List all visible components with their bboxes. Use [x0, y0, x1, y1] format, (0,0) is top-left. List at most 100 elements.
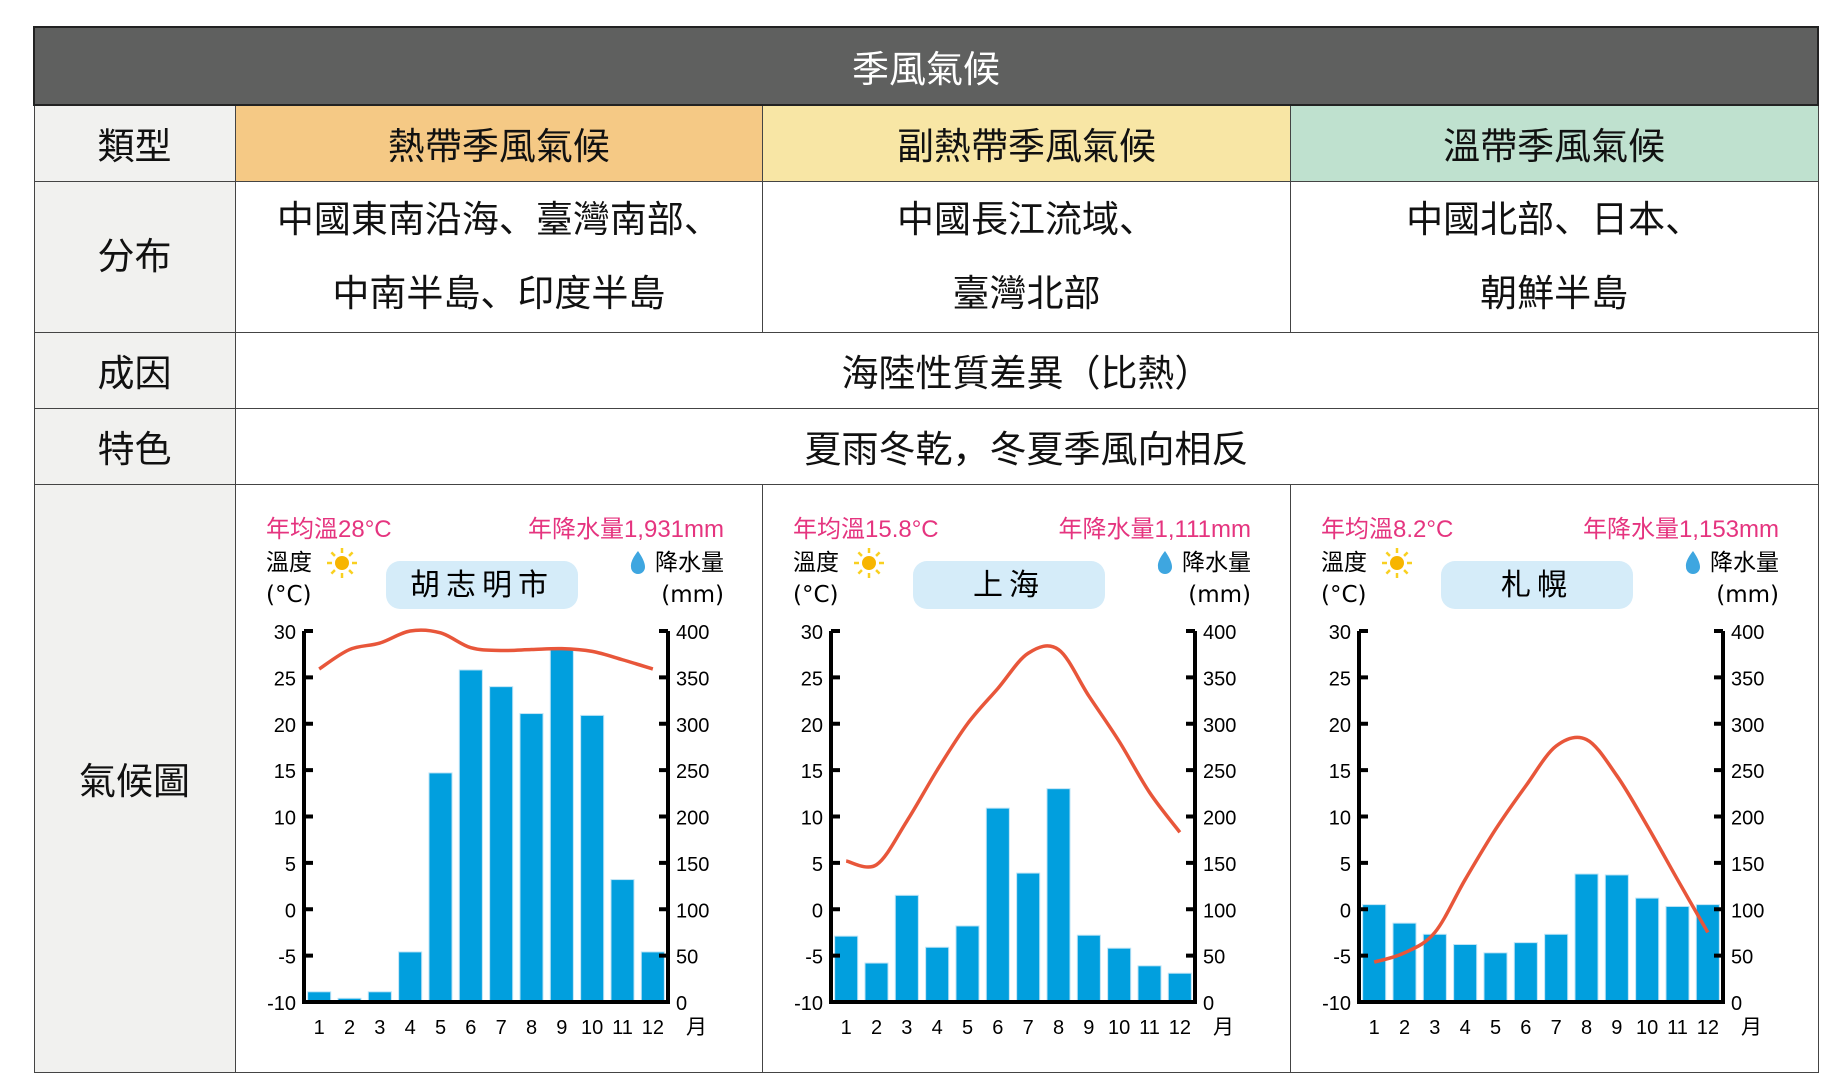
sun-ray [1402, 551, 1409, 557]
month-label: 5 [434, 1017, 445, 1039]
type-temperate: 溫帶季風氣候 [1289, 104, 1819, 182]
temp-tick-label: 0 [1340, 900, 1351, 922]
precip-axis-title: 降水量 [655, 550, 724, 576]
sun-ray [1402, 568, 1409, 574]
precip-bar [1016, 872, 1041, 1003]
precip-bar [864, 962, 889, 1003]
precip-bar [1452, 943, 1478, 1002]
precip-tick-label: 350 [1203, 668, 1236, 690]
month-label: 2 [1399, 1017, 1410, 1039]
temp-tick-label: 20 [801, 714, 823, 736]
sun-icon [1381, 547, 1412, 578]
month-label: 11 [1667, 1017, 1688, 1039]
month-label: 8 [1581, 1017, 1592, 1039]
month-label: 6 [465, 1017, 476, 1039]
month-label: 11 [1139, 1017, 1160, 1039]
precip-tick-label: 300 [676, 714, 709, 736]
temp-tick-label: -5 [278, 946, 296, 968]
month-label: 3 [1429, 1017, 1440, 1039]
sun-core [334, 555, 349, 570]
month-label: 7 [1023, 1017, 1034, 1039]
temp-axis-title: 溫度 [793, 550, 839, 576]
temp-tick-label: 15 [273, 761, 295, 783]
precip-bar [458, 668, 483, 1003]
temp-tick-label: 0 [284, 900, 295, 922]
precip-tick-label: 250 [1203, 761, 1236, 783]
chart-cell-1: 年均溫15.8°C 年降水量1,111mm 溫度 (°C) 降水量 (mm) 上海 30 25 2… [762, 483, 1291, 1073]
precip-tick-label: 0 [676, 993, 687, 1015]
precip-tick-label: 200 [1731, 807, 1764, 829]
distribution-line: 朝鮮半島 [1480, 271, 1629, 315]
temp-tick-label: 25 [1329, 668, 1351, 690]
annual-temp-label: 年均溫15.8°C [793, 516, 939, 543]
precip-bar [549, 648, 574, 1003]
precip-tick-label: 100 [1731, 900, 1764, 922]
city-name: 札幌 [1501, 568, 1573, 603]
month-label: 2 [343, 1017, 354, 1039]
city-name: 胡志明市 [410, 568, 554, 603]
month-label: 4 [1459, 1017, 1470, 1039]
sun-icon [854, 547, 885, 578]
precip-bar [1634, 897, 1660, 1002]
distribution-line: 中國北部、日本、 [1406, 197, 1703, 241]
month-label: 10 [581, 1017, 603, 1039]
sun-ray [1385, 551, 1391, 557]
temp-axis-unit: (°C) [793, 582, 839, 608]
sun-ray [330, 568, 336, 574]
sun-ray [330, 551, 336, 557]
sun-core [862, 555, 877, 570]
precip-bar [834, 935, 859, 1002]
month-label: 1 [841, 1017, 852, 1039]
precip-axis-unit: (mm) [1188, 582, 1251, 608]
temp-tick-label: 5 [812, 853, 823, 875]
month-label: 5 [962, 1017, 973, 1039]
month-label: 12 [1169, 1017, 1191, 1039]
month-unit-label: 月 [1213, 1015, 1234, 1039]
precip-tick-label: 100 [1203, 900, 1236, 922]
temp-tick-label: -5 [805, 946, 823, 968]
month-label: 1 [1368, 1017, 1379, 1039]
city-name: 上海 [973, 568, 1045, 603]
month-unit-label: 月 [1741, 1015, 1762, 1039]
month-label: 11 [612, 1017, 633, 1039]
temp-tick-label: 20 [1329, 714, 1351, 736]
chart-cell-0: 年均溫28°C 年降水量1,931mm 溫度 (°C) 降水量 (mm) 胡志明市 30 25 2… [234, 483, 764, 1073]
temp-tick-label: -10 [1322, 993, 1351, 1015]
precip-tick-label: 400 [676, 622, 709, 644]
sun-core [1389, 555, 1404, 570]
sun-ray [857, 568, 863, 574]
precip-bar [1076, 934, 1102, 1002]
month-label: 5 [1490, 1017, 1501, 1039]
feature-value: 夏雨冬乾，冬夏季風向相反 [234, 407, 1819, 485]
precip-axis-unit: (mm) [661, 582, 724, 608]
month-label: 4 [932, 1017, 943, 1039]
precip-bar [1167, 972, 1193, 1002]
sun-ray [347, 568, 353, 574]
climate-chart-0: 年均溫28°C 年降水量1,931mm溫度(°C)降水量(mm)胡志明市30252… [266, 516, 724, 1039]
annual-temp-label: 年均溫28°C [266, 516, 392, 543]
temperature-line [1373, 735, 1710, 964]
temp-tick-label: -10 [267, 993, 296, 1015]
precip-bar [1543, 933, 1569, 1003]
precip-bar [488, 685, 513, 1002]
sun-ray [857, 551, 863, 557]
climate-chart-2: 年均溫8.2°C 年降水量1,153mm溫度(°C)降水量(mm)札幌302520… [1321, 516, 1779, 1039]
temp-tick-label: 15 [801, 761, 823, 783]
precip-tick-label: 300 [1731, 714, 1764, 736]
water-drop-icon [630, 550, 645, 574]
temp-tick-label: 0 [812, 900, 823, 922]
distribution-line: 中國東南沿海、臺灣南部、 [276, 197, 721, 241]
temperature-line [317, 627, 653, 671]
temp-tick-label: 25 [801, 668, 823, 690]
precip-bar [518, 712, 544, 1003]
precip-tick-label: 200 [676, 807, 709, 829]
temp-axis-title: 溫度 [1321, 550, 1367, 576]
sun-ray [875, 568, 881, 574]
month-label: 10 [1108, 1017, 1130, 1039]
distribution-line: 臺灣北部 [952, 271, 1101, 315]
row-label-feature: 特色 [33, 407, 236, 485]
annual-temp-label: 年均溫8.2°C [1321, 516, 1453, 543]
month-label: 1 [313, 1017, 324, 1039]
temp-tick-label: 30 [1329, 622, 1351, 644]
precip-tick-label: 350 [676, 668, 709, 690]
